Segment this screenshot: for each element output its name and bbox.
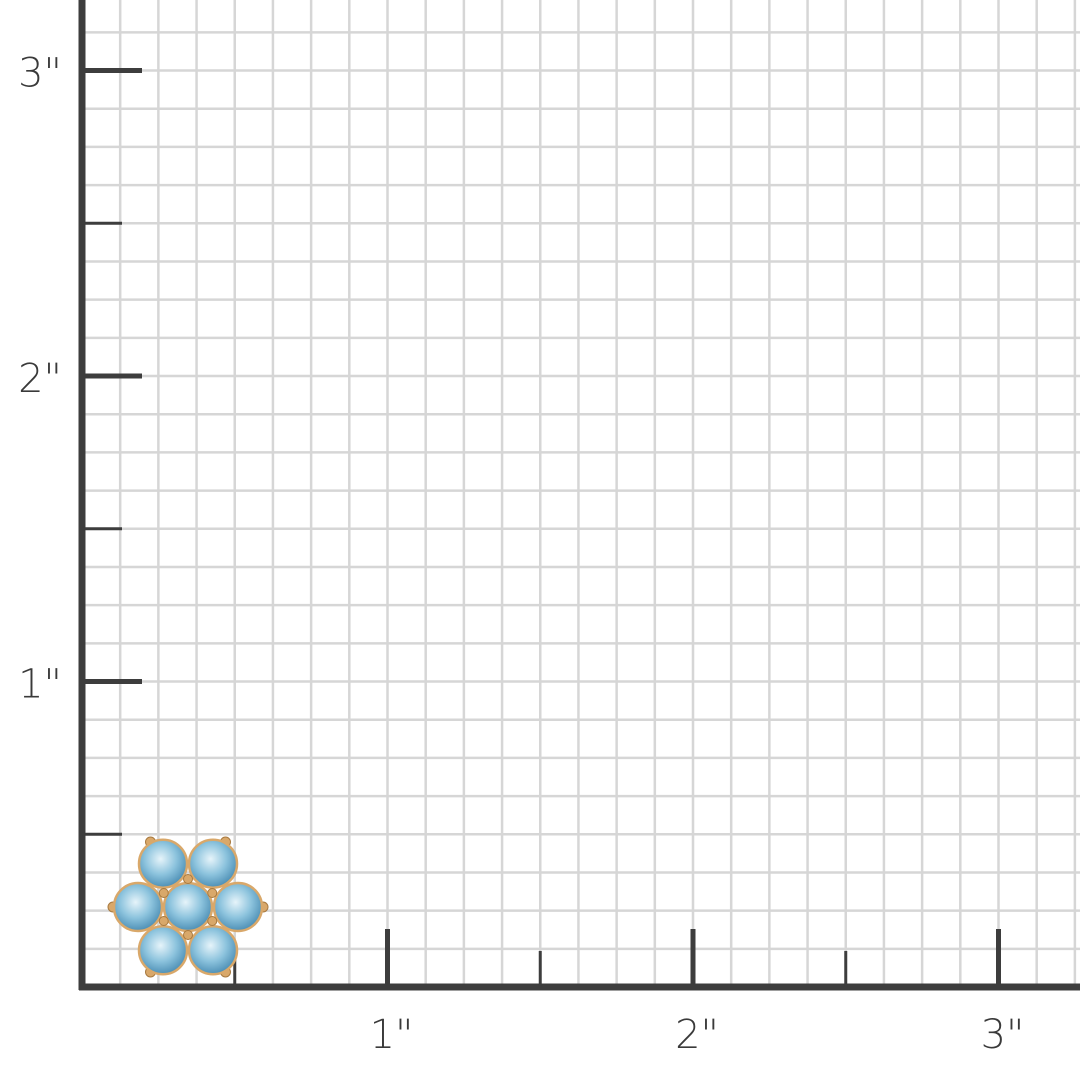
x-tick-label: 2" xyxy=(675,1012,719,1058)
prong xyxy=(158,916,169,926)
prong xyxy=(207,916,218,926)
gemstone xyxy=(187,925,239,976)
x-tick-label: 3" xyxy=(981,1012,1025,1058)
y-tick-label: 1" xyxy=(18,662,62,708)
gemstone xyxy=(137,838,189,889)
gemstone xyxy=(187,838,239,889)
prong xyxy=(207,888,218,898)
gemstone xyxy=(112,881,164,933)
prong xyxy=(158,888,169,898)
earring-image xyxy=(107,836,269,978)
gemstone xyxy=(162,881,214,933)
gemstone xyxy=(137,925,189,976)
prong xyxy=(183,930,193,940)
gemstone xyxy=(212,881,264,933)
y-tick-label: 3" xyxy=(18,51,62,97)
x-tick-label: 1" xyxy=(370,1012,414,1058)
y-tick-label: 2" xyxy=(18,356,62,402)
prong xyxy=(183,874,193,884)
